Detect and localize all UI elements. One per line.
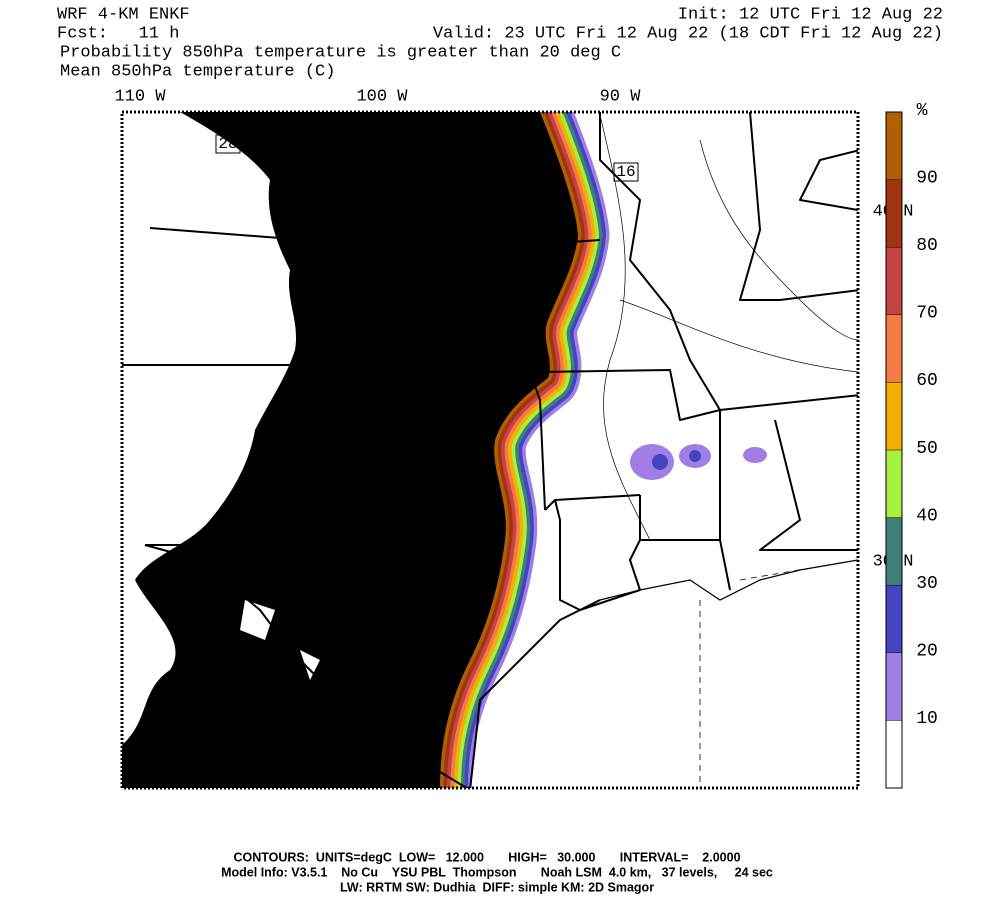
probability-blob [652,454,668,470]
forecast-hour: Fcst: 11 h [57,24,179,43]
colorbar-segment [886,720,902,788]
contour-label-box [482,195,508,215]
contour-label-box [215,134,241,154]
colorbar-segment [886,247,902,315]
colorbar-label: 40 [916,506,938,526]
contour-info: CONTOURS: UNITS=degC LOW= 12.000 HIGH= 3… [233,850,740,864]
colorbar-label: 20 [916,642,938,662]
contour-label-box [308,690,334,710]
contour-label: 28 [218,135,237,153]
colorbar-label: 60 [916,371,938,391]
contour-label: 28 [340,276,359,294]
colorbar: 10 20 30 40 50 60 70 80 90% [885,101,938,789]
contour-label: 16 [616,163,635,181]
valid-time: Valid: 23 UTC Fri 12 Aug 22 (18 CDT Fri … [433,24,943,43]
colorbar-label: 10 [916,709,938,729]
contour-label-box [354,242,380,262]
boundary-line [699,559,858,788]
colorbar-label: 50 [916,439,938,459]
contour-label-box [613,162,639,182]
field-title: Mean 850hPa temperature (C) [60,62,335,81]
contour-label: 28 [240,673,259,691]
colorbar-label: 90 [916,168,938,188]
colorbar-segment [886,314,902,383]
contour-label-box [237,672,263,692]
model-info: Model Info: V3.5.1 No Cu YSU PBL Thompso… [221,865,773,879]
colorbar-label: 30 [916,574,938,594]
longitude-label: 110 W [114,87,166,106]
colorbar-segment [886,112,902,180]
colorbar-segment [886,382,902,450]
longitude-label: 90 W [600,87,642,106]
probability-blob [689,450,701,462]
init-time: Init: 12 UTC Fri 12 Aug 22 [678,5,943,24]
contour-label: 28 [357,243,376,261]
contour-label-box [337,275,363,295]
colorbar-label: 80 [916,236,938,256]
probability-area [122,112,578,788]
state-border [122,112,858,788]
colorbar-segment [886,179,902,248]
colorbar-segment [886,517,902,586]
model-title: WRF 4-KM ENKF [57,5,190,24]
map-frame [120,110,860,790]
colorbar-segment [886,652,902,721]
colorbar-unit: % [917,101,928,121]
probability-blob [743,447,767,463]
colorbar-label: 70 [916,304,938,324]
contour-line [289,114,858,761]
map: 110 W 100 W 90 W 40 N 30 N 2824282816282… [114,87,913,790]
colorbar-segment [886,450,902,518]
field-title: Probability 850hPa temperature is greate… [60,43,621,62]
contour-label: 24 [485,196,504,214]
physics-info: LW: RRTM SW: Dudhia DIFF: simple KM: 2D … [340,880,654,894]
colorbar-segment [886,585,902,653]
longitude-label: 100 W [356,87,408,106]
contour-label: 24 [311,691,330,709]
